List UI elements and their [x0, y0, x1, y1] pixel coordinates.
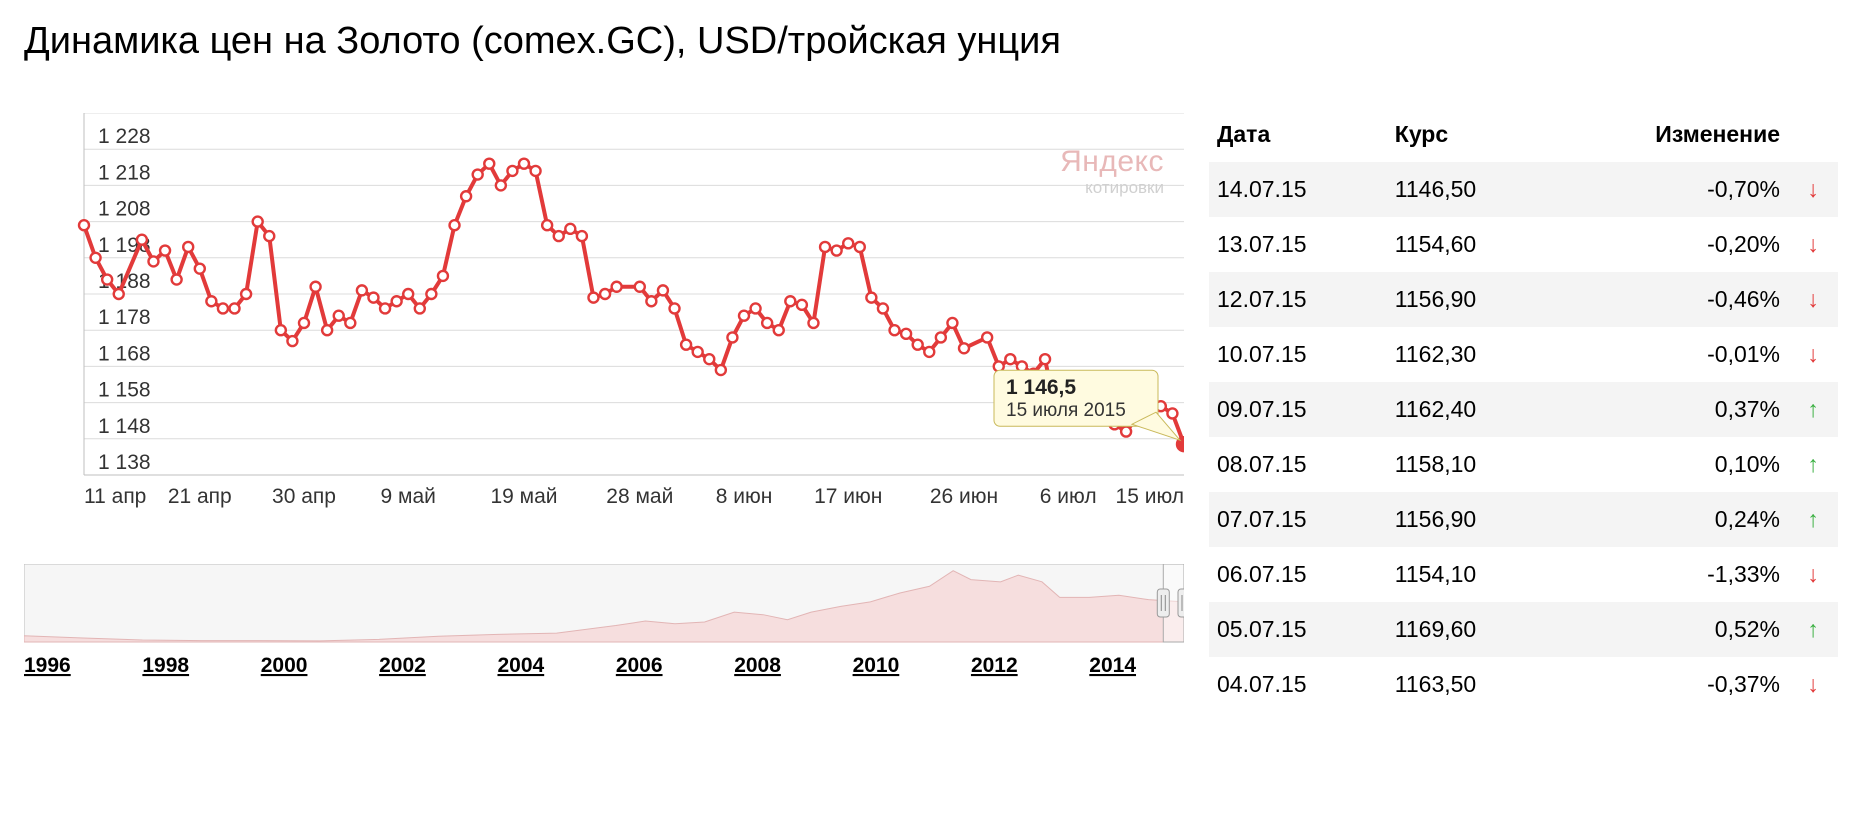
arrow-icon: ↑	[1788, 492, 1838, 547]
cell-change: 0,10%	[1551, 437, 1788, 492]
cell-change: -0,20%	[1551, 217, 1788, 272]
cell-change: -0,70%	[1551, 162, 1788, 217]
svg-text:17 июн: 17 июн	[814, 485, 882, 508]
svg-text:2014: 2014	[1089, 654, 1136, 677]
svg-text:2000: 2000	[261, 654, 308, 677]
table-row[interactable]: 12.07.151156,90-0,46%↓	[1209, 272, 1838, 327]
svg-text:1 208: 1 208	[98, 198, 151, 221]
col-date: Дата	[1209, 113, 1387, 162]
svg-text:21 апр: 21 апр	[168, 485, 232, 508]
cell-change: -0,37%	[1551, 657, 1788, 712]
svg-text:1 228: 1 228	[98, 125, 151, 148]
svg-text:2002: 2002	[379, 654, 426, 677]
svg-text:1 146,5: 1 146,5	[1006, 376, 1076, 399]
cell-rate: 1154,10	[1387, 547, 1551, 602]
cell-date: 05.07.15	[1209, 602, 1387, 657]
svg-text:2012: 2012	[971, 654, 1018, 677]
cell-rate: 1146,50	[1387, 162, 1551, 217]
svg-text:1 218: 1 218	[98, 161, 151, 184]
svg-text:2006: 2006	[616, 654, 663, 677]
table-row[interactable]: 05.07.151169,600,52%↑	[1209, 602, 1838, 657]
svg-text:28 май: 28 май	[606, 485, 673, 508]
cell-rate: 1162,40	[1387, 382, 1551, 437]
svg-text:15 июля 2015: 15 июля 2015	[1006, 400, 1126, 421]
svg-text:30 апр: 30 апр	[272, 485, 336, 508]
cell-date: 04.07.15	[1209, 657, 1387, 712]
col-change: Изменение	[1551, 113, 1788, 162]
range-handle[interactable]	[1157, 589, 1169, 617]
cell-date: 13.07.15	[1209, 217, 1387, 272]
table-row[interactable]: 07.07.151156,900,24%↑	[1209, 492, 1838, 547]
arrow-icon: ↓	[1788, 272, 1838, 327]
cell-date: 10.07.15	[1209, 327, 1387, 382]
cell-change: -0,01%	[1551, 327, 1788, 382]
cell-rate: 1156,90	[1387, 272, 1551, 327]
page-title: Динамика цен на Золото (comex.GC), USD/т…	[24, 20, 1838, 63]
svg-text:1 138: 1 138	[98, 451, 151, 474]
cell-date: 14.07.15	[1209, 162, 1387, 217]
cell-rate: 1158,10	[1387, 437, 1551, 492]
main-price-chart[interactable]: 1 1381 1481 1581 1681 1781 1881 1981 208…	[24, 113, 1189, 542]
svg-text:1 158: 1 158	[98, 379, 151, 402]
arrow-icon: ↓	[1788, 217, 1838, 272]
svg-text:8 июн: 8 июн	[716, 485, 773, 508]
svg-text:26 июн: 26 июн	[930, 485, 998, 508]
table-row[interactable]: 09.07.151162,400,37%↑	[1209, 382, 1838, 437]
svg-text:2004: 2004	[497, 654, 544, 677]
svg-text:1 168: 1 168	[98, 342, 151, 365]
cell-change: 0,37%	[1551, 382, 1788, 437]
cell-change: -0,46%	[1551, 272, 1788, 327]
svg-text:2008: 2008	[734, 654, 781, 677]
svg-text:1998: 1998	[142, 654, 189, 677]
svg-text:1 178: 1 178	[98, 306, 151, 329]
cell-rate: 1154,60	[1387, 217, 1551, 272]
col-arrow	[1788, 113, 1838, 162]
arrow-icon: ↑	[1788, 602, 1838, 657]
svg-text:Яндекс: Яндекс	[1060, 145, 1164, 178]
svg-text:1 148: 1 148	[98, 415, 151, 438]
range-handle[interactable]	[1178, 589, 1184, 617]
cell-rate: 1156,90	[1387, 492, 1551, 547]
table-row[interactable]: 14.07.151146,50-0,70%↓	[1209, 162, 1838, 217]
arrow-icon: ↑	[1788, 382, 1838, 437]
arrow-icon: ↓	[1788, 547, 1838, 602]
cell-rate: 1169,60	[1387, 602, 1551, 657]
arrow-icon: ↓	[1788, 162, 1838, 217]
table-row[interactable]: 10.07.151162,30-0,01%↓	[1209, 327, 1838, 382]
rate-history-table: Дата Курс Изменение 14.07.151146,50-0,70…	[1209, 113, 1838, 712]
overview-range-chart[interactable]: 1996 1998 2000 2002 2004 2006 2008 2010 2012 2014	[24, 564, 1189, 679]
svg-text:9 май: 9 май	[381, 485, 436, 508]
table-row[interactable]: 06.07.151154,10-1,33%↓	[1209, 547, 1838, 602]
svg-text:котировки: котировки	[1085, 178, 1164, 197]
svg-text:2010: 2010	[853, 654, 900, 677]
cell-change: -1,33%	[1551, 547, 1788, 602]
cell-change: 0,52%	[1551, 602, 1788, 657]
table-row[interactable]: 04.07.151163,50-0,37%↓	[1209, 657, 1838, 712]
arrow-icon: ↓	[1788, 327, 1838, 382]
cell-rate: 1163,50	[1387, 657, 1551, 712]
cell-date: 06.07.15	[1209, 547, 1387, 602]
svg-text:1996: 1996	[24, 654, 71, 677]
svg-text:11 апр: 11 апр	[84, 485, 146, 508]
svg-text:6 июл: 6 июл	[1040, 485, 1097, 508]
cell-date: 12.07.15	[1209, 272, 1387, 327]
col-rate: Курс	[1387, 113, 1551, 162]
cell-date: 08.07.15	[1209, 437, 1387, 492]
svg-text:15 июл: 15 июл	[1116, 485, 1184, 508]
arrow-icon: ↓	[1788, 657, 1838, 712]
svg-text:19 май: 19 май	[490, 485, 557, 508]
cell-rate: 1162,30	[1387, 327, 1551, 382]
arrow-icon: ↑	[1788, 437, 1838, 492]
cell-date: 09.07.15	[1209, 382, 1387, 437]
cell-date: 07.07.15	[1209, 492, 1387, 547]
cell-change: 0,24%	[1551, 492, 1788, 547]
table-row[interactable]: 13.07.151154,60-0,20%↓	[1209, 217, 1838, 272]
table-row[interactable]: 08.07.151158,100,10%↑	[1209, 437, 1838, 492]
